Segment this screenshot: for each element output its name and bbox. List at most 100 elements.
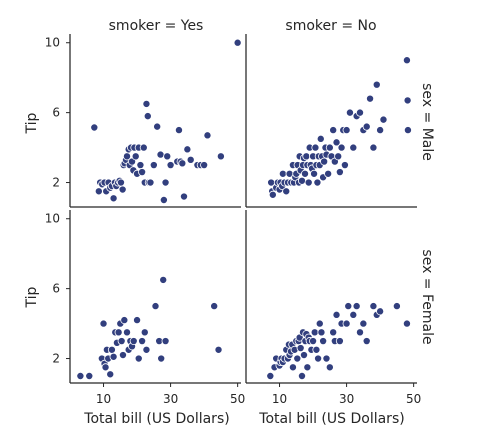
data-point [214, 345, 223, 354]
data-point [159, 196, 168, 205]
data-point [303, 363, 312, 372]
data-point [293, 354, 302, 363]
data-point [349, 143, 358, 152]
data-point [310, 169, 319, 178]
data-point [369, 143, 378, 152]
x-tick-label: 10 [272, 392, 287, 406]
data-point [138, 337, 147, 346]
data-point [310, 328, 319, 337]
data-point [311, 143, 320, 152]
data-point [116, 178, 125, 187]
data-point [362, 337, 371, 346]
data-point [278, 169, 287, 178]
data-point [296, 344, 305, 353]
data-point [106, 370, 115, 379]
y-tick-label: 10 [45, 36, 60, 50]
data-point [335, 168, 344, 177]
data-point [101, 363, 110, 372]
data-point [129, 337, 138, 346]
data-point [337, 143, 346, 152]
data-point [315, 319, 324, 328]
y-axis-label-top: Tip [24, 112, 40, 134]
data-point [300, 351, 309, 360]
x-tick-label: 50 [230, 392, 245, 406]
data-point [151, 302, 160, 311]
data-point [143, 112, 152, 121]
data-point [131, 152, 140, 161]
x-tick-label: 50 [406, 392, 421, 406]
data-point [325, 363, 334, 372]
data-point [362, 122, 371, 131]
col-title-1: smoker = Yes [109, 18, 204, 34]
data-point [379, 115, 388, 124]
data-point [332, 138, 341, 147]
x-tick-label: 30 [339, 392, 354, 406]
data-point [282, 187, 291, 196]
data-point [120, 316, 129, 325]
data-point [319, 337, 328, 346]
data-point [90, 123, 99, 132]
y-tick-label: 10 [45, 212, 60, 226]
data-point [352, 302, 361, 311]
data-point [332, 310, 341, 319]
data-point [114, 328, 123, 337]
data-point [324, 169, 333, 178]
data-point [146, 178, 155, 187]
data-point [304, 178, 313, 187]
data-point [402, 319, 411, 328]
data-point [186, 155, 195, 164]
x-axis-label-left: Total bill (US Dollars) [83, 411, 229, 427]
data-point [156, 150, 165, 159]
data-point [369, 302, 378, 311]
data-point [123, 328, 132, 337]
data-point [376, 307, 385, 316]
data-point [163, 152, 172, 161]
data-point [322, 354, 331, 363]
data-point [133, 316, 142, 325]
data-point [340, 161, 349, 170]
data-point [344, 302, 353, 311]
row-title-2: sex = Female [419, 249, 435, 344]
data-point [142, 99, 151, 108]
data-point [316, 134, 325, 143]
data-point [266, 372, 275, 381]
data-point [403, 96, 412, 105]
x-axis-label-right: Total bill (US Dollars) [258, 411, 404, 427]
data-point [138, 168, 147, 177]
data-point [334, 152, 343, 161]
data-point [372, 80, 381, 89]
data-point [118, 185, 127, 194]
data-point [134, 354, 143, 363]
data-point [118, 351, 127, 360]
data-point [345, 108, 354, 117]
data-point [107, 345, 116, 354]
data-point [329, 126, 338, 135]
data-point [329, 328, 338, 337]
row-title-1: sex = Male [419, 83, 435, 161]
data-point [288, 363, 297, 372]
data-point [312, 345, 321, 354]
data-point [159, 275, 168, 284]
y-tick-label: 2 [52, 176, 60, 190]
col-title-2: smoker = No [285, 18, 376, 34]
x-tick-label: 10 [96, 392, 111, 406]
panels-group: 2 6 10 2 6 10 10 30 50 10 30 50 [45, 34, 421, 406]
data-point [117, 337, 126, 346]
y-tick-label: 2 [52, 352, 60, 366]
data-point [402, 56, 411, 65]
data-point [140, 328, 149, 337]
data-point [85, 372, 94, 381]
data-point [342, 319, 351, 328]
data-point [297, 372, 306, 381]
data-point [161, 337, 170, 346]
data-point [94, 187, 103, 196]
data-point [359, 319, 368, 328]
data-point [355, 108, 364, 117]
data-point [297, 176, 306, 185]
data-point [349, 310, 358, 319]
data-point [342, 126, 351, 135]
data-point [178, 159, 187, 168]
data-point [302, 152, 311, 161]
data-point [313, 178, 322, 187]
